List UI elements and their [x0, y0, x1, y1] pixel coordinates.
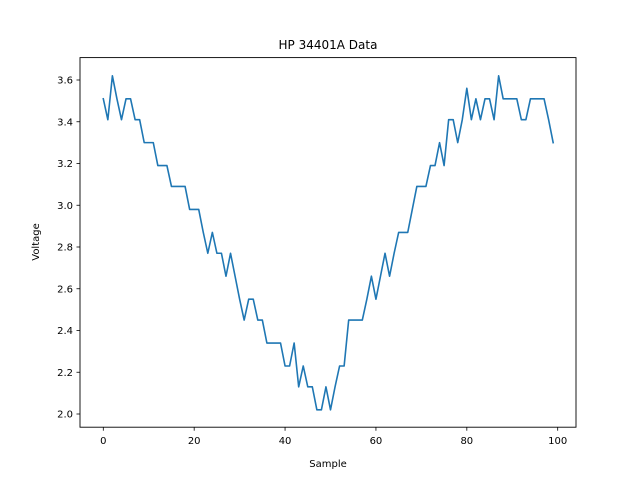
y-tick-label: 2.0: [57, 410, 73, 421]
data-series-line: [102, 75, 555, 411]
plot-area: [102, 75, 555, 411]
x-tick-label: 60: [370, 436, 383, 447]
x-tick-label: 20: [188, 436, 201, 447]
y-tick-label: 3.2: [57, 159, 73, 170]
x-tick-label: 40: [279, 436, 292, 447]
x-axis-label: Sample: [309, 459, 347, 470]
y-tick-label: 2.4: [57, 326, 73, 337]
y-axis-label: Voltage: [31, 223, 42, 261]
y-tick-label: 2.6: [57, 284, 73, 295]
x-axis-ticks: 0 20 40 60 80 100: [100, 427, 567, 447]
y-tick-label: 3.6: [57, 76, 73, 87]
y-tick-label: 2.8: [57, 243, 73, 254]
x-tick-label: 80: [460, 436, 473, 447]
y-tick-label: 3.0: [57, 201, 73, 212]
x-tick-label: 100: [548, 436, 567, 447]
chart-title: HP 34401A Data: [279, 38, 378, 52]
y-axis-ticks: 2.0 2.2 2.4 2.6 2.8 3.0 3.2 3.4 3.6: [57, 76, 80, 421]
axes-frame: [79, 57, 577, 428]
y-tick-label: 3.4: [57, 117, 73, 128]
y-tick-label: 2.2: [57, 368, 73, 379]
x-tick-label: 0: [100, 436, 106, 447]
